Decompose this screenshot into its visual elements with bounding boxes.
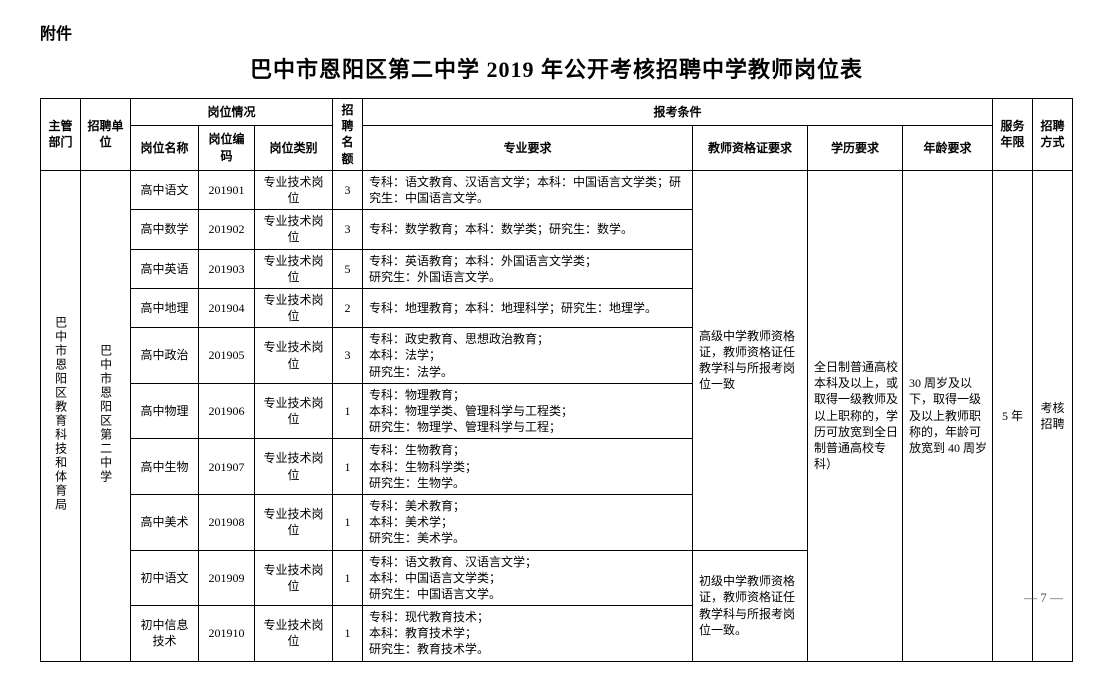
cell-method: 考核招聘 (1033, 170, 1073, 661)
cell-post-code: 201906 (199, 383, 255, 439)
cell-post-name: 高中生物 (131, 439, 199, 495)
cell-quota: 2 (333, 288, 363, 327)
cell-major: 专科：现代教育技术； 本科：教育技术学； 研究生：教育技术学。 (363, 606, 693, 662)
cell-post-name: 高中美术 (131, 494, 199, 550)
header-row-2: 岗位名称 岗位编码 岗位类别 专业要求 教师资格证要求 学历要求 年龄要求 (41, 125, 1073, 170)
cell-post-name: 高中语文 (131, 170, 199, 209)
cell-cert-junior: 初级中学教师资格证，教师资格证任教学科与所报考岗位一致。 (692, 550, 807, 661)
cell-post-type: 专业技术岗位 (255, 288, 333, 327)
cell-post-code: 201907 (199, 439, 255, 495)
cell-post-code: 201908 (199, 494, 255, 550)
cell-post-type: 专业技术岗位 (255, 210, 333, 249)
cell-post-code: 201904 (199, 288, 255, 327)
cell-years: 5 年 (993, 170, 1033, 661)
cell-post-name: 高中物理 (131, 383, 199, 439)
th-post-name: 岗位名称 (131, 125, 199, 170)
cell-post-code: 201903 (199, 249, 255, 288)
cell-post-name: 高中英语 (131, 249, 199, 288)
th-req-group: 报考条件 (363, 99, 993, 126)
th-quota: 招聘名额 (333, 99, 363, 171)
cell-major: 专科：语文教育、汉语言文学；本科：中国语言文学类；研究生：中国语言文学。 (363, 170, 693, 209)
table-body: 巴中市恩阳区教育科技和体育局巴中市恩阳区第二中学高中语文201901专业技术岗位… (41, 170, 1073, 661)
cell-quota: 1 (333, 494, 363, 550)
cell-major: 专科：政史教育、思想政治教育； 本科：法学； 研究生：法学。 (363, 328, 693, 384)
attachment-label: 附件 (40, 20, 1073, 44)
th-edu: 学历要求 (807, 125, 902, 170)
page-number: — 7 — (1024, 590, 1063, 606)
th-dept: 主管部门 (41, 99, 81, 171)
table-row: 巴中市恩阳区教育科技和体育局巴中市恩阳区第二中学高中语文201901专业技术岗位… (41, 170, 1073, 209)
positions-table: 主管部门 招聘单位 岗位情况 招聘名额 报考条件 服务年限 招聘方式 岗位名称 … (40, 98, 1073, 662)
cell-unit: 巴中市恩阳区第二中学 (81, 170, 131, 661)
cell-quota: 3 (333, 328, 363, 384)
cell-post-code: 201909 (199, 550, 255, 606)
cell-post-type: 专业技术岗位 (255, 606, 333, 662)
cell-post-code: 201905 (199, 328, 255, 384)
th-unit: 招聘单位 (81, 99, 131, 171)
cell-post-name: 高中数学 (131, 210, 199, 249)
cell-quota: 1 (333, 439, 363, 495)
th-post-code: 岗位编码 (199, 125, 255, 170)
cell-post-code: 201901 (199, 170, 255, 209)
cell-post-type: 专业技术岗位 (255, 439, 333, 495)
cell-post-type: 专业技术岗位 (255, 170, 333, 209)
cell-post-name: 高中政治 (131, 328, 199, 384)
cell-quota: 5 (333, 249, 363, 288)
cell-quota: 3 (333, 170, 363, 209)
cell-quota: 1 (333, 606, 363, 662)
cell-major: 专科：生物教育； 本科：生物科学类； 研究生：生物学。 (363, 439, 693, 495)
cell-edu: 全日制普通高校本科及以上，或取得一级教师及以上职称的，学历可放宽到全日制普通高校… (807, 170, 902, 661)
cell-post-type: 专业技术岗位 (255, 383, 333, 439)
cell-post-type: 专业技术岗位 (255, 550, 333, 606)
cell-quota: 3 (333, 210, 363, 249)
cell-major: 专科：英语教育；本科：外国语言文学类； 研究生：外国语言文学。 (363, 249, 693, 288)
th-age: 年龄要求 (902, 125, 992, 170)
cell-post-type: 专业技术岗位 (255, 328, 333, 384)
cell-post-type: 专业技术岗位 (255, 494, 333, 550)
cell-major: 专科：美术教育； 本科：美术学； 研究生：美术学。 (363, 494, 693, 550)
th-cert: 教师资格证要求 (692, 125, 807, 170)
cell-dept: 巴中市恩阳区教育科技和体育局 (41, 170, 81, 661)
th-post-group: 岗位情况 (131, 99, 333, 126)
page-title: 巴中市恩阳区第二中学 2019 年公开考核招聘中学教师岗位表 (40, 52, 1073, 84)
th-years: 服务年限 (993, 99, 1033, 171)
cell-post-name: 高中地理 (131, 288, 199, 327)
th-post-type: 岗位类别 (255, 125, 333, 170)
cell-quota: 1 (333, 550, 363, 606)
cell-major: 专科：数学教育；本科：数学类；研究生：数学。 (363, 210, 693, 249)
header-row-1: 主管部门 招聘单位 岗位情况 招聘名额 报考条件 服务年限 招聘方式 (41, 99, 1073, 126)
cell-major: 专科：语文教育、汉语言文学； 本科：中国语言文学类； 研究生：中国语言文学。 (363, 550, 693, 606)
cell-age: 30 周岁及以下，取得一级及以上教师职称的，年龄可放宽到 40 周岁 (902, 170, 992, 661)
th-method: 招聘方式 (1033, 99, 1073, 171)
cell-major: 专科：地理教育；本科：地理科学；研究生：地理学。 (363, 288, 693, 327)
cell-post-name: 初中语文 (131, 550, 199, 606)
cell-quota: 1 (333, 383, 363, 439)
cell-post-code: 201910 (199, 606, 255, 662)
cell-cert-senior: 高级中学教师资格证，教师资格证任教学科与所报考岗位一致 (692, 170, 807, 550)
cell-post-name: 初中信息技术 (131, 606, 199, 662)
th-major: 专业要求 (363, 125, 693, 170)
cell-major: 专科：物理教育； 本科：物理学类、管理科学与工程类； 研究生：物理学、管理科学与… (363, 383, 693, 439)
cell-post-code: 201902 (199, 210, 255, 249)
cell-post-type: 专业技术岗位 (255, 249, 333, 288)
